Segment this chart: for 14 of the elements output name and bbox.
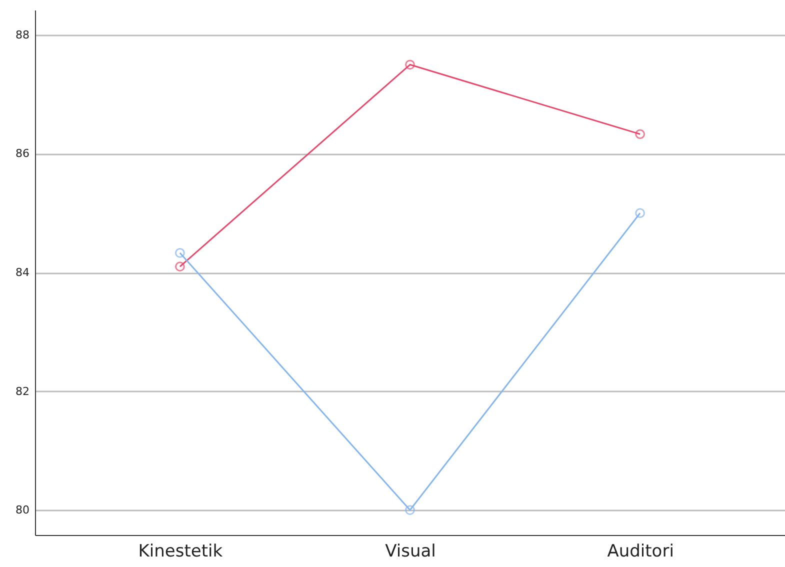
point — [405, 505, 415, 515]
x-tick-label: Visual — [385, 542, 436, 562]
y-tick-label: 84 — [16, 266, 30, 279]
y-tick-label: 88 — [16, 28, 30, 42]
x-tick-label: Kinestetik — [138, 542, 223, 562]
point — [175, 248, 185, 258]
point — [635, 208, 645, 218]
point — [175, 262, 185, 272]
point — [635, 129, 645, 140]
x-tick-label: Auditori — [607, 542, 674, 562]
point — [405, 60, 415, 70]
y-tick-label: 86 — [16, 147, 30, 160]
y-tick-label: 82 — [16, 384, 30, 398]
y-tick-label: 80 — [16, 504, 30, 517]
